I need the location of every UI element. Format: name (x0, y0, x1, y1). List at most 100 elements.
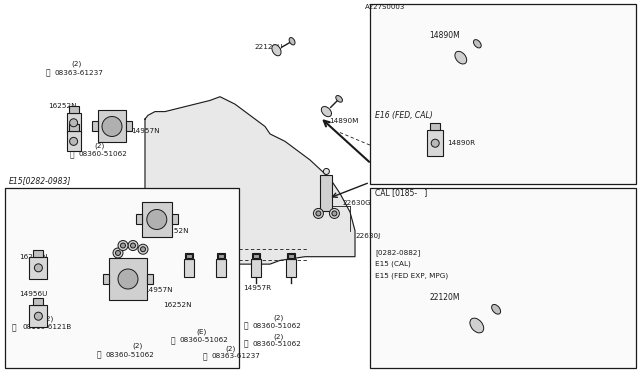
Bar (33, 298, 44, 305)
Text: 08360-51062: 08360-51062 (78, 151, 127, 157)
Ellipse shape (474, 40, 481, 48)
Text: (2): (2) (43, 315, 53, 322)
Text: 14957N: 14957N (144, 287, 173, 293)
Bar (321, 176, 332, 211)
Circle shape (118, 269, 138, 289)
Circle shape (113, 248, 123, 258)
Bar (287, 253, 295, 259)
Text: 08360-51062: 08360-51062 (179, 337, 228, 343)
Bar (186, 254, 192, 258)
Text: 14890R: 14890R (447, 140, 476, 146)
Bar (288, 254, 294, 258)
Bar (29, 257, 47, 279)
Text: 14957N: 14957N (131, 128, 160, 134)
Bar (185, 253, 193, 259)
Text: 08360-51062: 08360-51062 (106, 352, 154, 358)
Text: 16252N: 16252N (19, 254, 48, 260)
Bar (428, 130, 444, 156)
Ellipse shape (336, 96, 342, 102)
Circle shape (35, 264, 42, 272)
Bar (126, 122, 132, 131)
Bar (142, 202, 172, 237)
Text: CAL [0185-   ]: CAL [0185- ] (375, 187, 427, 197)
Bar (216, 259, 226, 277)
Text: 08110-6121B: 08110-6121B (22, 324, 72, 330)
Text: (2): (2) (94, 143, 104, 150)
Bar (68, 106, 79, 113)
Text: 08360-51062: 08360-51062 (253, 341, 301, 347)
Text: 08363-61237: 08363-61237 (211, 353, 260, 359)
Text: 14956U: 14956U (19, 291, 47, 297)
Circle shape (431, 139, 439, 147)
Text: Ⓢ: Ⓢ (244, 321, 249, 330)
Text: 22120M: 22120M (429, 293, 460, 302)
Text: 14957R: 14957R (243, 285, 271, 291)
Bar (68, 124, 79, 131)
Text: E16 (FED, CAL): E16 (FED, CAL) (375, 111, 433, 120)
Circle shape (314, 208, 323, 218)
Circle shape (35, 312, 42, 320)
Ellipse shape (321, 106, 332, 117)
Circle shape (118, 241, 128, 250)
Ellipse shape (455, 51, 467, 64)
Text: Ⓢ: Ⓢ (170, 336, 175, 345)
Bar (251, 259, 261, 277)
Text: 08363-61237: 08363-61237 (54, 70, 103, 76)
Bar (103, 274, 109, 284)
Circle shape (102, 116, 122, 137)
Bar (92, 122, 98, 131)
Text: 16252N: 16252N (160, 228, 189, 234)
Bar (218, 254, 224, 258)
Bar (33, 250, 44, 257)
Text: 22120U: 22120U (255, 44, 283, 49)
Ellipse shape (272, 45, 281, 56)
Bar (430, 123, 440, 130)
Bar (147, 274, 153, 284)
Circle shape (70, 137, 77, 145)
Text: 22630J: 22630J (355, 233, 380, 239)
Bar (67, 131, 81, 151)
Bar (252, 253, 260, 259)
Text: Ⓢ: Ⓢ (244, 340, 249, 349)
Text: Ⓢ: Ⓢ (45, 68, 51, 77)
Bar (109, 258, 147, 300)
Circle shape (141, 247, 145, 252)
Ellipse shape (470, 318, 484, 333)
Circle shape (147, 209, 167, 230)
Circle shape (332, 211, 337, 216)
Bar (370, 4, 636, 184)
Text: 14890M: 14890M (330, 118, 359, 124)
Text: E15[0282-0983]: E15[0282-0983] (9, 176, 72, 185)
Circle shape (323, 169, 330, 174)
Circle shape (115, 250, 120, 256)
Text: 16252N: 16252N (48, 103, 77, 109)
Text: (2): (2) (273, 315, 284, 321)
Text: 08360-51062: 08360-51062 (253, 323, 301, 328)
Text: (2): (2) (225, 346, 236, 352)
Bar (5, 188, 239, 368)
Bar (172, 215, 178, 224)
Circle shape (128, 241, 138, 250)
Text: E15 (CAL): E15 (CAL) (375, 261, 411, 267)
Circle shape (316, 211, 321, 216)
Bar (29, 305, 47, 327)
Text: (2): (2) (273, 333, 284, 340)
Text: E15 (FED EXP, MPG): E15 (FED EXP, MPG) (375, 272, 448, 279)
Circle shape (120, 243, 125, 248)
Bar (67, 113, 81, 133)
Text: Ⓑ: Ⓑ (12, 323, 17, 332)
Bar (286, 259, 296, 277)
Text: A227S0003: A227S0003 (365, 4, 405, 10)
Bar (98, 110, 126, 142)
Ellipse shape (492, 304, 500, 314)
Bar (253, 254, 259, 258)
Bar (217, 253, 225, 259)
Ellipse shape (289, 38, 295, 45)
Bar (136, 215, 142, 224)
Text: (2): (2) (72, 61, 82, 67)
Text: 16252N: 16252N (163, 302, 192, 308)
Bar (370, 188, 636, 368)
Text: Ⓢ: Ⓢ (69, 150, 74, 159)
Circle shape (70, 119, 77, 127)
Text: 22630G: 22630G (342, 200, 371, 206)
